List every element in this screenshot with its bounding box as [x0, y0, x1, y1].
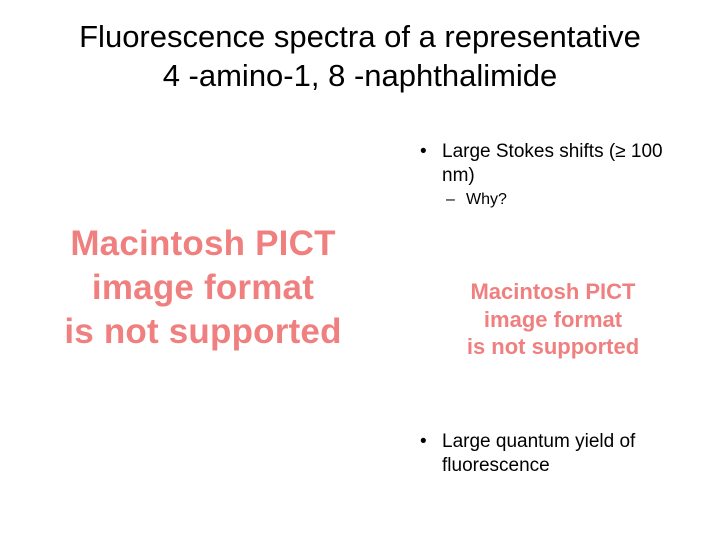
slide-title: Fluorescence spectra of a representative…	[0, 18, 720, 96]
subbullet-why: – Why?	[446, 190, 698, 210]
pict-small-line2: image format	[484, 307, 622, 332]
bullet-dot-icon: •	[418, 430, 442, 454]
subbullet-why-text: Why?	[466, 190, 698, 210]
bullet-quantum-text: Large quantum yield of fluorescence	[442, 430, 698, 478]
bullets-top: • Large Stokes shifts (≥ 100 nm) – Why?	[418, 140, 698, 210]
bullet-quantum-line2: fluorescence	[442, 455, 550, 476]
pict-small-line1: Macintosh PICT	[470, 279, 635, 304]
bullet-stokes-line2: nm)	[442, 165, 475, 186]
bullet-quantum: • Large quantum yield of fluorescence	[418, 430, 698, 478]
pict-large-line1: Macintosh PICT	[70, 224, 335, 263]
bullet-stokes-line1: Large Stokes shifts (≥ 100	[442, 141, 663, 162]
bullet-dot-icon: •	[418, 140, 442, 164]
bullet-quantum-line1: Large quantum yield of	[442, 431, 635, 452]
bullets-bottom: • Large quantum yield of fluorescence	[418, 430, 698, 478]
bullet-stokes-text: Large Stokes shifts (≥ 100 nm)	[442, 140, 698, 188]
pict-small-line3: is not supported	[467, 334, 639, 359]
pict-placeholder-small: Macintosh PICT image format is not suppo…	[400, 278, 706, 361]
dash-icon: –	[446, 190, 466, 210]
pict-large-line3: is not supported	[64, 312, 341, 351]
pict-placeholder-large: Macintosh PICT image format is not suppo…	[12, 222, 394, 353]
pict-large-line2: image format	[92, 268, 314, 307]
title-line-2: 4 -amino-1, 8 -naphthalimide	[163, 58, 558, 93]
bullet-stokes: • Large Stokes shifts (≥ 100 nm)	[418, 140, 698, 188]
slide: Fluorescence spectra of a representative…	[0, 0, 720, 540]
title-line-1: Fluorescence spectra of a representative	[79, 19, 641, 54]
